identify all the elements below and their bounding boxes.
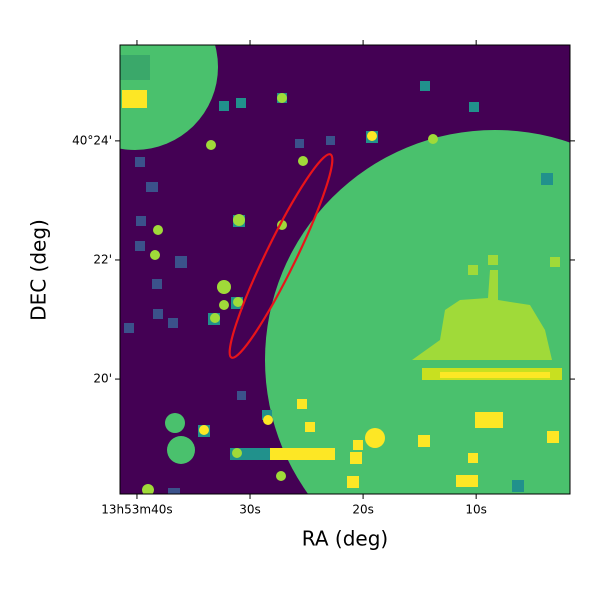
image — [120, 45, 570, 494]
plot-frame — [119, 44, 571, 495]
x-axis-label: RA (deg) — [302, 527, 388, 551]
y-tick-label: 40°24' — [72, 133, 112, 147]
x-tick-label: 20s — [352, 503, 374, 517]
ellipse-region — [228, 153, 334, 359]
y-tick-label: 20' — [93, 372, 112, 386]
x-tick-label: 30s — [239, 503, 261, 517]
y-tick-label: 22' — [93, 252, 112, 266]
y-axis-label: DEC (deg) — [27, 219, 51, 321]
x-tick-label: 13h53m40s — [101, 503, 172, 517]
x-tick-label: 10s — [465, 503, 487, 517]
